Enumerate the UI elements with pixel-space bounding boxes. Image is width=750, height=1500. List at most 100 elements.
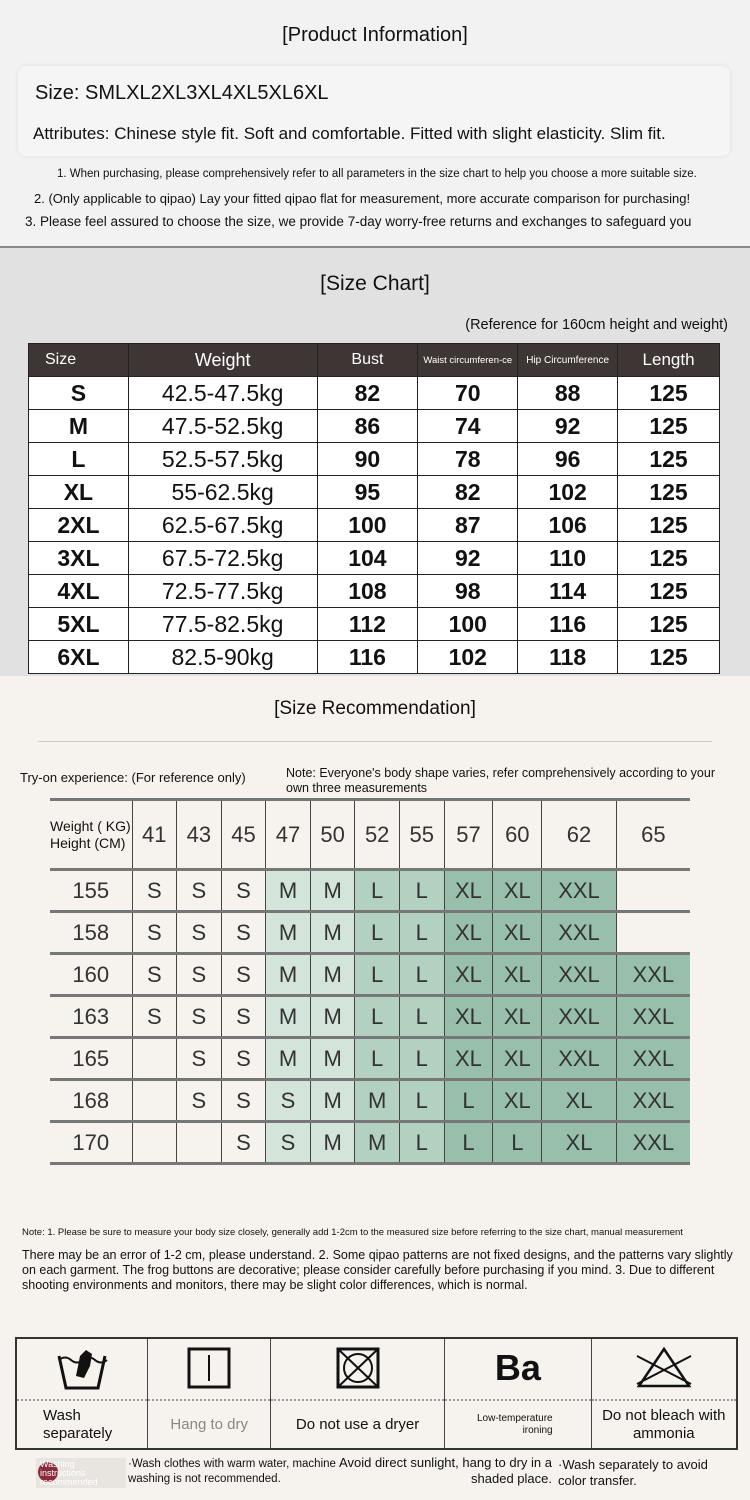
note-3: 3. Please feel assured to choose the siz… <box>25 214 692 229</box>
header-length: Length <box>617 343 720 377</box>
waist-cell: 100 <box>417 607 519 641</box>
size-recommendation-cell: M <box>309 911 355 955</box>
size-recommendation-cell <box>131 1037 177 1081</box>
size-cell: L <box>28 442 129 476</box>
size-recommendation-cell: S <box>131 869 177 913</box>
header-weight: Weight <box>127 343 318 377</box>
waist-cell: 70 <box>417 376 519 410</box>
care-no-dryer: Do not use a dryer <box>269 1339 445 1448</box>
height-cell: 170 <box>50 1121 132 1165</box>
size-recommendation-cell: XL <box>443 953 493 997</box>
size-recommendation-cell: S <box>176 869 222 913</box>
weight-cell: 55-62.5kg <box>127 475 318 509</box>
hip-cell: 88 <box>517 376 619 410</box>
size-recommendation-cell: S <box>176 995 222 1039</box>
size-recommendation-cell: L <box>398 1121 445 1165</box>
care-tip-3: ·Wash separately to avoid color transfer… <box>558 1457 708 1489</box>
size-recommendation-cell: M <box>265 995 311 1039</box>
waist-cell: 78 <box>417 442 519 476</box>
waist-cell: 82 <box>417 475 519 509</box>
header-waist: Waist circumferen-ce <box>417 343 519 377</box>
height-row: 160 S S S M M L L XL XL XXL XXL <box>50 953 690 997</box>
bust-cell: 104 <box>316 541 419 575</box>
size-recommendation-cell: M <box>354 1121 400 1165</box>
bust-cell: 95 <box>316 475 419 509</box>
care-tip-2: Avoid direct sunlight, hang to dry in a … <box>339 1455 552 1487</box>
size-recommendation-cell: M <box>309 869 355 913</box>
size-recommendation-cell: S <box>220 1037 266 1081</box>
size-cell: M <box>28 409 129 443</box>
note-1: 1. When purchasing, please comprehensive… <box>57 168 697 180</box>
notes-line-1: Note: 1. Please be sure to measure your … <box>22 1227 683 1238</box>
header-bust: Bust <box>316 343 419 377</box>
height-cell: 163 <box>50 995 132 1039</box>
header-hip: Hip Circumference <box>517 343 619 377</box>
size-cell: 5XL <box>28 607 129 641</box>
size-line: Size: SMLXL2XL3XL4XL5XL6XL <box>35 82 329 104</box>
badge-dot-icon <box>38 1462 58 1482</box>
size-recommendation-cell: XL <box>492 995 542 1039</box>
size-recommendation-cell: S <box>220 1121 266 1165</box>
weight-header: 52 <box>354 799 400 871</box>
notes-line-2: There may be an error of 1-2 cm, please … <box>22 1248 733 1292</box>
size-recommendation-cell: XL <box>541 1079 617 1123</box>
size-recommendation-cell: S <box>220 869 266 913</box>
waist-cell: 102 <box>417 640 519 674</box>
weight-cell: 62.5-67.5kg <box>127 508 318 542</box>
care-label: Do not bleach with ammonia <box>591 1399 736 1448</box>
weight-cell: 42.5-47.5kg <box>127 376 318 410</box>
size-recommendation-cell: XXL <box>541 911 617 955</box>
hip-cell: 118 <box>517 640 619 674</box>
size-chart-reference: (Reference for 160cm height and weight) <box>465 317 728 333</box>
height-row: 158 S S S M M L L XL XL XXL <box>50 911 690 955</box>
size-cell: 2XL <box>28 508 129 542</box>
size-cell: 3XL <box>28 541 129 575</box>
size-recommendation-cell: L <box>492 1121 542 1165</box>
note-2: 2. (Only applicable to qipao) Lay your f… <box>34 191 691 206</box>
size-recommendation-cell: XXL <box>541 1037 617 1081</box>
weight-header: 45 <box>220 799 266 871</box>
size-recommendation-cell: S <box>220 1079 266 1123</box>
weight-cell: 82.5-90kg <box>127 640 318 674</box>
care-no-bleach: Do not bleach with ammonia <box>590 1339 736 1448</box>
size-recommendation-cell: M <box>309 995 355 1039</box>
weight-header: 57 <box>443 799 493 871</box>
care-label: Low-temperature ironing <box>445 1399 591 1448</box>
size-row: 5XL 77.5-82.5kg 112 100 116 125 <box>28 607 720 641</box>
size-row: 2XL 62.5-67.5kg 100 87 106 125 <box>28 508 720 542</box>
height-row: 168 S S S M M L L XL XL XXL <box>50 1079 690 1123</box>
size-recommendation-cell: S <box>176 911 222 955</box>
size-recommendation-cell: XL <box>443 1037 493 1081</box>
size-recommendation-cell: L <box>398 953 445 997</box>
height-cell: 160 <box>50 953 132 997</box>
weight-header-row: Weight ( KG) Height (CM) 41 43 45 47 50 52 55 57… <box>50 799 690 871</box>
size-recommendation-cell: L <box>354 1037 400 1081</box>
length-cell: 125 <box>617 508 720 542</box>
care-instructions-table: Wash separately Hang to dry Do not use a… <box>15 1337 738 1450</box>
size-recommendation-cell: L <box>354 995 400 1039</box>
hip-cell: 116 <box>517 607 619 641</box>
length-cell: 125 <box>617 574 720 608</box>
size-recommendation-cell: S <box>131 911 177 955</box>
size-recommendation-cell: S <box>131 995 177 1039</box>
weight-header: 50 <box>309 799 355 871</box>
size-recommendation-cell: L <box>443 1079 493 1123</box>
size-recommendation-cell: XL <box>443 995 493 1039</box>
size-recommendation-cell <box>131 1121 177 1165</box>
size-recommendation-cell <box>615 911 690 955</box>
hand-wash-icon <box>17 1339 147 1397</box>
size-recommendation-cell: M <box>309 1037 355 1081</box>
size-row: 4XL 72.5-77.5kg 108 98 114 125 <box>28 574 720 608</box>
size-recommendation-cell: M <box>309 953 355 997</box>
height-cell: 168 <box>50 1079 132 1123</box>
size-recommendation-cell: XXL <box>615 995 690 1039</box>
size-row: XL 55-62.5kg 95 82 102 125 <box>28 475 720 509</box>
product-info-title: [Product Information] <box>282 24 468 46</box>
weight-cell: 77.5-82.5kg <box>127 607 318 641</box>
height-row: 170 S S M M L L L XL XXL <box>50 1121 690 1165</box>
bust-cell: 116 <box>316 640 419 674</box>
product-info-box <box>18 66 730 156</box>
height-row: 163 S S S M M L L XL XL XXL XXL <box>50 995 690 1039</box>
size-row: 6XL 82.5-90kg 116 102 118 125 <box>28 640 720 674</box>
weight-header: 65 <box>615 799 690 871</box>
